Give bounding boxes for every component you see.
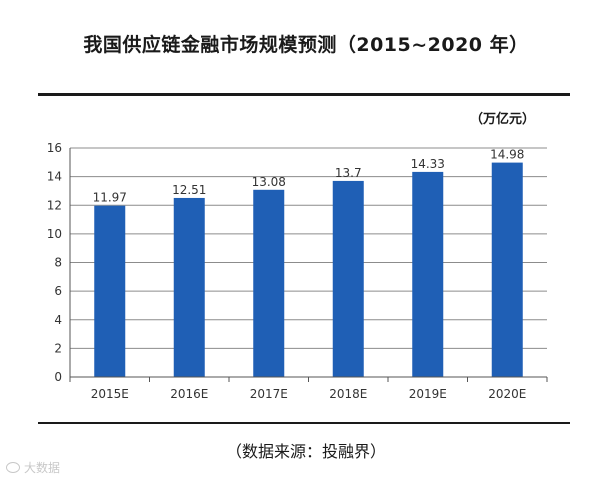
bar — [332, 180, 364, 377]
bar — [253, 189, 285, 377]
data-label: 14.33 — [411, 157, 445, 171]
y-tick-label: 10 — [47, 227, 62, 241]
top-rule — [38, 93, 570, 96]
y-tick-label: 16 — [47, 141, 62, 155]
data-label: 13.7 — [335, 166, 362, 180]
data-label: 11.97 — [93, 191, 127, 205]
x-tick-label: 2016E — [170, 387, 208, 401]
y-tick-label: 2 — [54, 341, 62, 355]
x-tick-label: 2015E — [91, 387, 129, 401]
watermark: 大数据 — [6, 457, 60, 477]
data-label: 12.51 — [172, 183, 206, 197]
chart-title: 我国供应链金融市场规模预测（2015~2020 年） — [83, 34, 529, 56]
bar-chart: 0 2 4 6 8 10 12 14 16 11.97 2015E 12.51 2016E 13.08 20… — [47, 141, 548, 401]
data-label: 13.08 — [252, 175, 286, 189]
y-tick-label: 4 — [54, 313, 62, 327]
x-tick-label: 2018E — [329, 387, 367, 401]
bottom-rule — [38, 422, 570, 424]
watermark-icon — [6, 461, 20, 473]
bar — [412, 171, 444, 377]
bar — [491, 162, 523, 377]
watermark-text: 大数据 — [24, 460, 61, 475]
bar — [173, 197, 205, 377]
unit-label: （万亿元） — [470, 112, 536, 127]
data-label: 14.98 — [490, 148, 524, 162]
x-tick-label: 2019E — [409, 387, 447, 401]
bar — [94, 205, 126, 377]
y-tick-label: 8 — [54, 256, 62, 270]
x-tick-label: 2017E — [250, 387, 288, 401]
x-tick-label: 2020E — [488, 387, 526, 401]
y-tick-label: 0 — [54, 370, 62, 384]
y-tick-label: 12 — [47, 198, 62, 212]
y-tick-label: 14 — [47, 170, 62, 184]
y-tick-label: 6 — [54, 284, 62, 298]
source-note: （数据来源：投融界） — [225, 442, 386, 461]
